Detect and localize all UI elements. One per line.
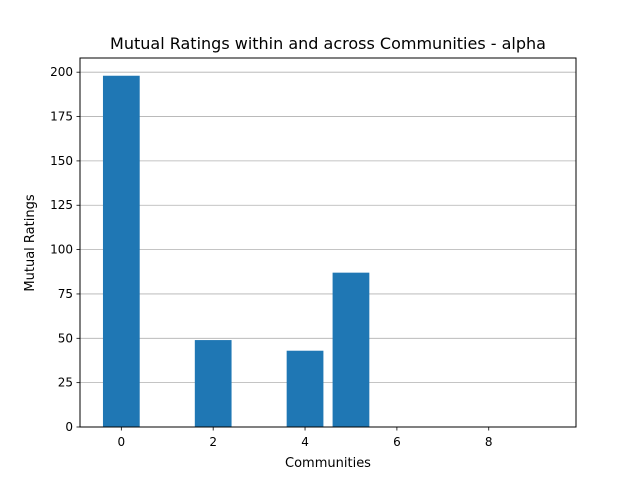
y-tick-label: 25 — [58, 376, 73, 390]
x-tick-label: 2 — [209, 435, 217, 449]
y-tick-label: 175 — [50, 110, 73, 124]
y-tick-label: 50 — [58, 331, 73, 345]
chart-title: Mutual Ratings within and across Communi… — [110, 34, 546, 53]
bar — [194, 340, 232, 427]
y-tick-label: 100 — [50, 243, 73, 257]
y-tick-label: 75 — [58, 287, 73, 301]
y-tick-label: 150 — [50, 154, 73, 168]
y-axis-ticks: 0 25 50 75 100 125 150 175 200 — [50, 65, 80, 434]
x-tick-label: 8 — [485, 435, 493, 449]
x-tick-label: 6 — [393, 435, 401, 449]
bar — [332, 272, 370, 427]
x-axis-label: Communities — [285, 456, 371, 471]
y-tick-label: 125 — [50, 198, 73, 212]
y-gridlines — [80, 71, 576, 428]
plot-frame — [79, 57, 577, 428]
x-tick-label: 4 — [301, 435, 309, 449]
bar — [102, 75, 140, 427]
bar — [286, 350, 324, 427]
y-tick-label: 200 — [50, 65, 73, 79]
y-axis-label: Mutual Ratings — [23, 194, 38, 291]
x-tick-label: 0 — [118, 435, 126, 449]
x-axis-ticks: 0 2 4 6 8 — [118, 427, 493, 449]
y-tick-label: 0 — [65, 420, 73, 434]
bars — [102, 75, 370, 427]
